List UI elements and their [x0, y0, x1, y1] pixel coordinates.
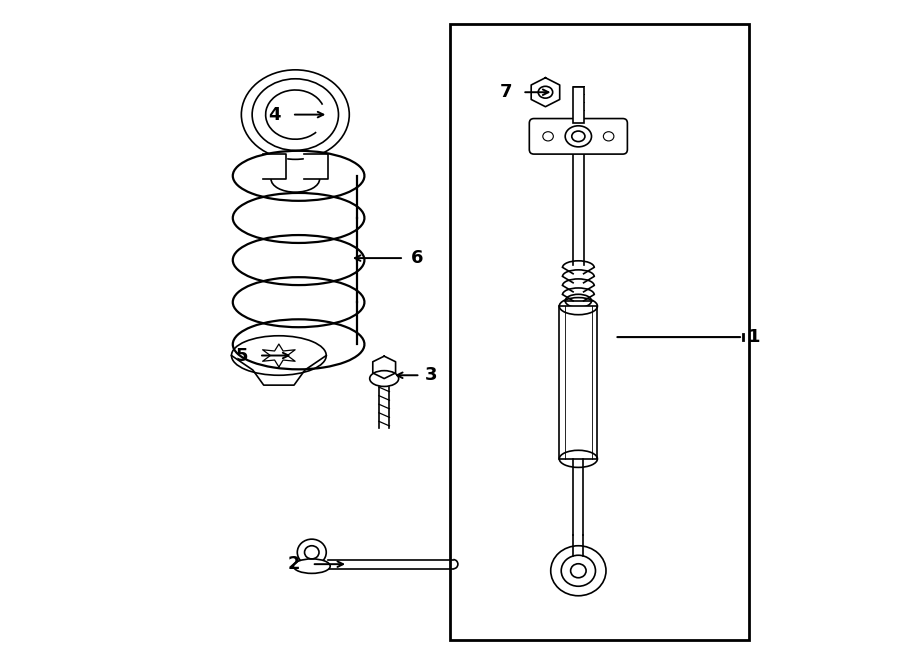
Text: 1: 1: [748, 328, 760, 346]
Ellipse shape: [297, 539, 327, 565]
Polygon shape: [263, 154, 286, 179]
Text: 5: 5: [236, 346, 248, 364]
Polygon shape: [531, 78, 560, 106]
Text: 6: 6: [410, 249, 423, 267]
Ellipse shape: [551, 546, 606, 596]
Bar: [559, 306, 598, 459]
Bar: [573, 87, 583, 123]
Polygon shape: [231, 356, 327, 385]
Ellipse shape: [293, 559, 330, 573]
Polygon shape: [373, 356, 396, 379]
Text: 4: 4: [268, 106, 281, 124]
Text: 3: 3: [425, 366, 437, 384]
Text: 7: 7: [500, 83, 512, 101]
Text: 2: 2: [287, 555, 300, 573]
FancyBboxPatch shape: [529, 118, 627, 154]
Polygon shape: [304, 154, 328, 179]
Bar: [450, 24, 750, 640]
